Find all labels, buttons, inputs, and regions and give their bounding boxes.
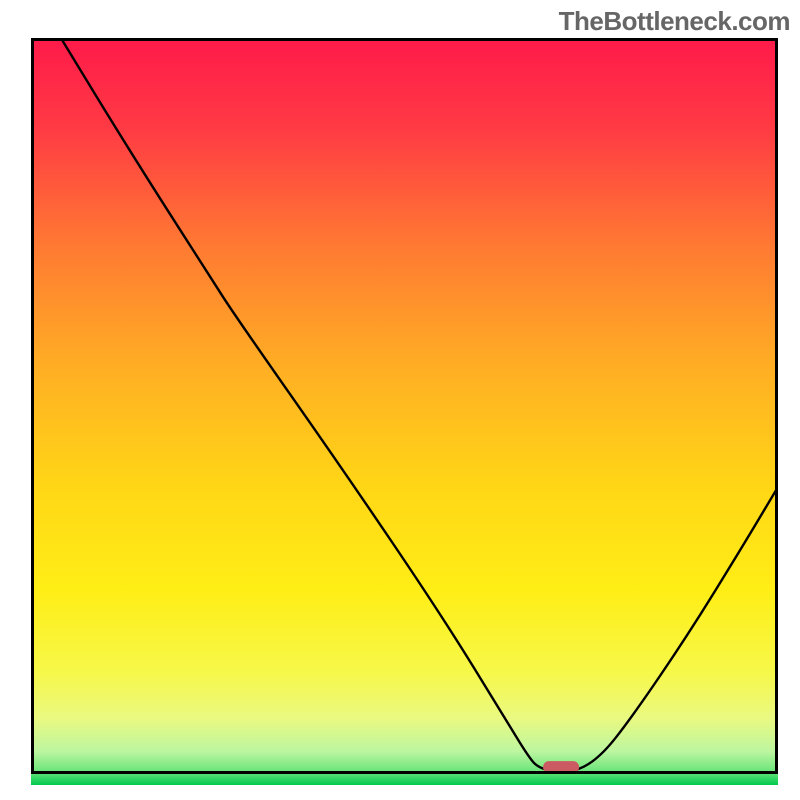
gradient-background bbox=[31, 38, 778, 785]
attribution-text: TheBottleneck.com bbox=[559, 6, 790, 37]
optimal-marker bbox=[543, 761, 579, 773]
plot-area bbox=[31, 38, 778, 774]
